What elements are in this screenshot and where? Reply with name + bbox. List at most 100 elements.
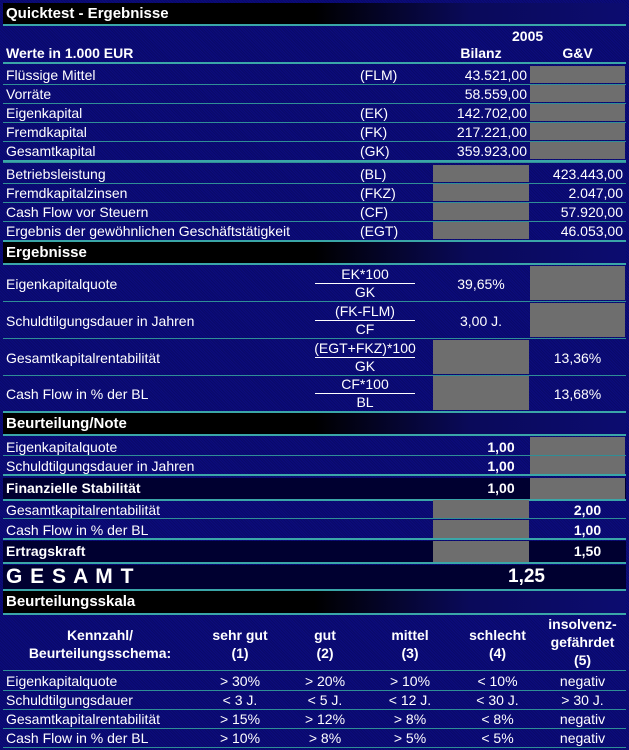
scale-threshold: > 30 J. (561, 692, 604, 708)
guv-value-cell[interactable]: 2.047,00 (568, 185, 624, 201)
guv-disabled-cell (530, 85, 625, 102)
scale-row-label: Schuldtilgungsdauer (6, 692, 133, 708)
grade-label: Finanzielle Stabilität (6, 480, 141, 496)
input-row-label: Betriebsleistung (6, 166, 106, 182)
scale-row-label: Gesamtkapitalrentabilität (6, 711, 161, 727)
bilanz-disabled-cell (433, 222, 529, 239)
bilanz-value-cell[interactable]: 217.221,00 (456, 124, 527, 140)
row-divider (3, 263, 626, 265)
guv-value-cell[interactable]: 423.443,00 (552, 166, 623, 182)
scale-threshold: > 5% (393, 730, 427, 746)
bilanz-result: 39,65% (457, 276, 505, 292)
guv-disabled-cell (530, 123, 625, 140)
row-divider (3, 613, 626, 615)
bilanz-value-cell[interactable]: 58.559,00 (464, 86, 527, 102)
row-divider (3, 301, 626, 302)
formula-numerator: CF*100 (341, 376, 389, 392)
guv-disabled-cell (530, 303, 625, 337)
bilanz-disabled-cell (433, 376, 529, 410)
scale-threshold: < 3 J. (222, 692, 258, 708)
input-row-abbr: (GK) (360, 143, 390, 159)
grade-label: Gesamtkapitalrentabilität (6, 502, 161, 518)
formula-denominator: GK (354, 284, 376, 300)
scale-threshold: < 8% (481, 711, 514, 727)
scale-header-text: sehr gut (212, 627, 268, 643)
formula-denominator: BL (356, 394, 374, 410)
scale-header-text: schlecht (469, 627, 526, 643)
input-row-abbr: (FLM) (360, 67, 398, 83)
bilanz-value-cell[interactable]: 359.923,00 (456, 143, 527, 159)
row-divider (3, 62, 626, 64)
row-divider (3, 375, 626, 376)
row-divider (3, 728, 626, 729)
row-divider (3, 221, 626, 222)
scale-header-text: insolvenz- (548, 616, 617, 632)
guv-value-cell[interactable]: 46.053,00 (560, 223, 623, 239)
row-divider (3, 240, 626, 242)
column-header-guv: G&V (562, 45, 593, 61)
scale-threshold: < 12 J. (388, 692, 432, 708)
row-divider (3, 162, 626, 163)
row-divider (3, 455, 626, 456)
scale-threshold: < 5% (481, 730, 514, 746)
row-divider (3, 562, 626, 564)
row-divider (3, 160, 626, 162)
row-divider (3, 747, 626, 748)
row-divider (3, 709, 626, 710)
formula-fraction-line (315, 357, 415, 358)
scale-threshold: < 10% (477, 673, 518, 689)
formula-denominator: CF (355, 321, 375, 337)
guv-value-cell[interactable]: 57.920,00 (560, 204, 623, 220)
scale-header-text: gefährdet (550, 634, 615, 650)
summary-row-background (3, 541, 626, 562)
grade-label: Cash Flow in % der BL (6, 522, 149, 538)
bilanz-grade: 1,00 (487, 480, 515, 496)
formula-fraction-line (315, 320, 415, 321)
scale-threshold: negativ (559, 711, 606, 727)
input-row-abbr: (BL) (360, 166, 387, 182)
guv-grade: 2,00 (573, 502, 602, 518)
row-divider (3, 24, 626, 26)
guv-disabled-cell (530, 266, 625, 300)
row-divider (3, 589, 626, 591)
input-row-abbr: (FKZ) (360, 185, 396, 201)
input-row-label: Ergebnis der gewöhnlichen Geschäftstätig… (6, 223, 291, 239)
ratio-label: Cash Flow in % der BL (6, 386, 149, 402)
scale-row-label: Eigenkapitalquote (6, 673, 118, 689)
guv-result: 13,36% (553, 350, 602, 366)
input-row-label: Vorräte (6, 86, 52, 102)
bilanz-disabled-cell (433, 520, 529, 538)
bilanz-value-cell[interactable]: 142.702,00 (456, 105, 527, 121)
bilanz-value-cell[interactable]: 43.521,00 (464, 67, 527, 83)
grade-label: Schuldtilgungsdauer in Jahren (6, 458, 195, 474)
row-divider (3, 670, 626, 671)
row-divider (3, 499, 626, 501)
formula-numerator: (FK-FLM) (335, 303, 395, 319)
scale-threshold: > 8% (393, 711, 427, 727)
scale-header-text: Beurteilungsschema: (28, 645, 172, 661)
scale-header-text: (5) (573, 652, 592, 668)
scale-threshold: > 15% (219, 711, 261, 727)
ratio-label: Schuldtilgungsdauer in Jahren (6, 313, 195, 329)
gesamt-row-background (3, 565, 626, 589)
input-row-abbr: (EGT) (360, 223, 399, 239)
bilanz-grade: 1,00 (487, 439, 515, 455)
scale-threshold: > 8% (308, 730, 342, 746)
scale-threshold: > 10% (219, 730, 261, 746)
gesamt-value: 1,25 (508, 566, 545, 587)
guv-disabled-cell (530, 437, 625, 455)
scale-header-text: (2) (316, 645, 334, 661)
scale-threshold: > 12% (304, 711, 346, 727)
formula-fraction-line (315, 393, 415, 394)
guv-disabled-cell (530, 104, 625, 121)
year-label: 2005 (512, 28, 544, 44)
input-row-abbr: (FK) (360, 124, 388, 140)
row-divider (3, 103, 626, 104)
formula-numerator: EK*100 (341, 266, 389, 282)
guv-result: 13,68% (553, 386, 602, 402)
bilanz-disabled-cell (433, 184, 529, 201)
bilanz-disabled-cell (433, 541, 529, 562)
grade-label: Eigenkapitalquote (6, 439, 118, 455)
scale-header-text: (4) (488, 645, 507, 661)
formula-fraction-line (315, 283, 415, 284)
